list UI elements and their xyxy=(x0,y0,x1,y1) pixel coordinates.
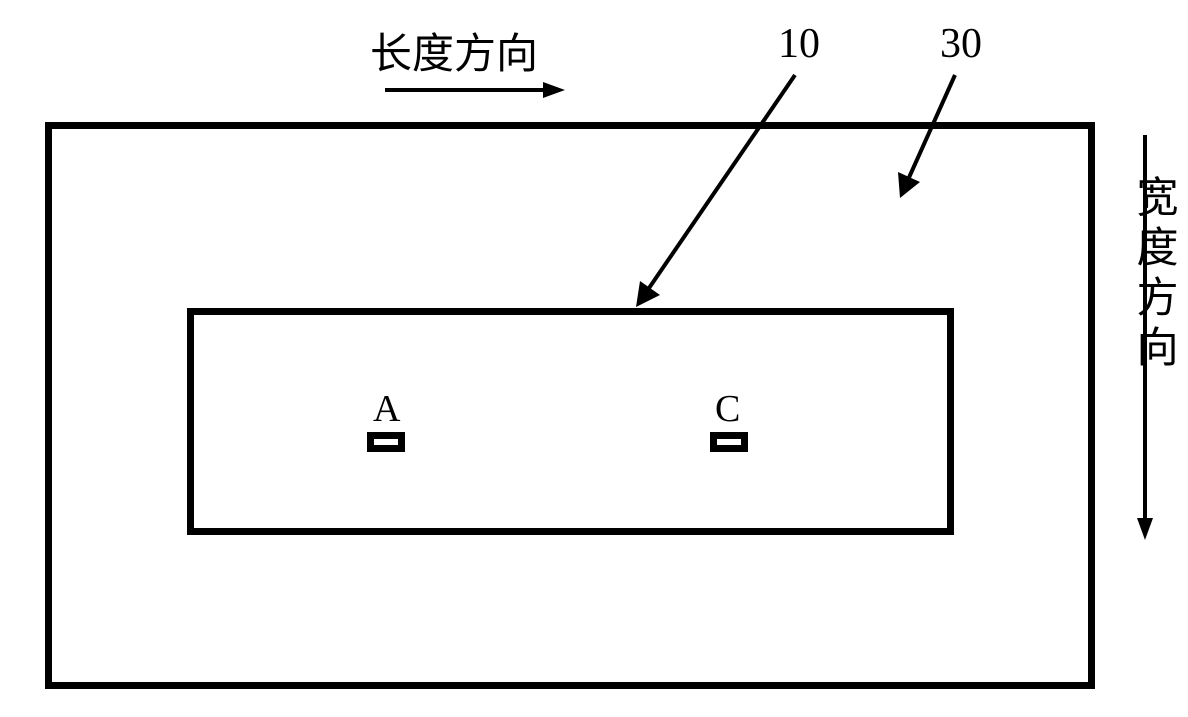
marker-c-label: C xyxy=(715,387,740,431)
marker-a-rect xyxy=(367,432,405,452)
inner-rectangle xyxy=(187,308,954,535)
diagram-container: 长度方向 宽度方向 10 30 A C xyxy=(0,0,1188,717)
marker-a-label: A xyxy=(373,387,400,431)
marker-c-rect xyxy=(710,432,748,452)
